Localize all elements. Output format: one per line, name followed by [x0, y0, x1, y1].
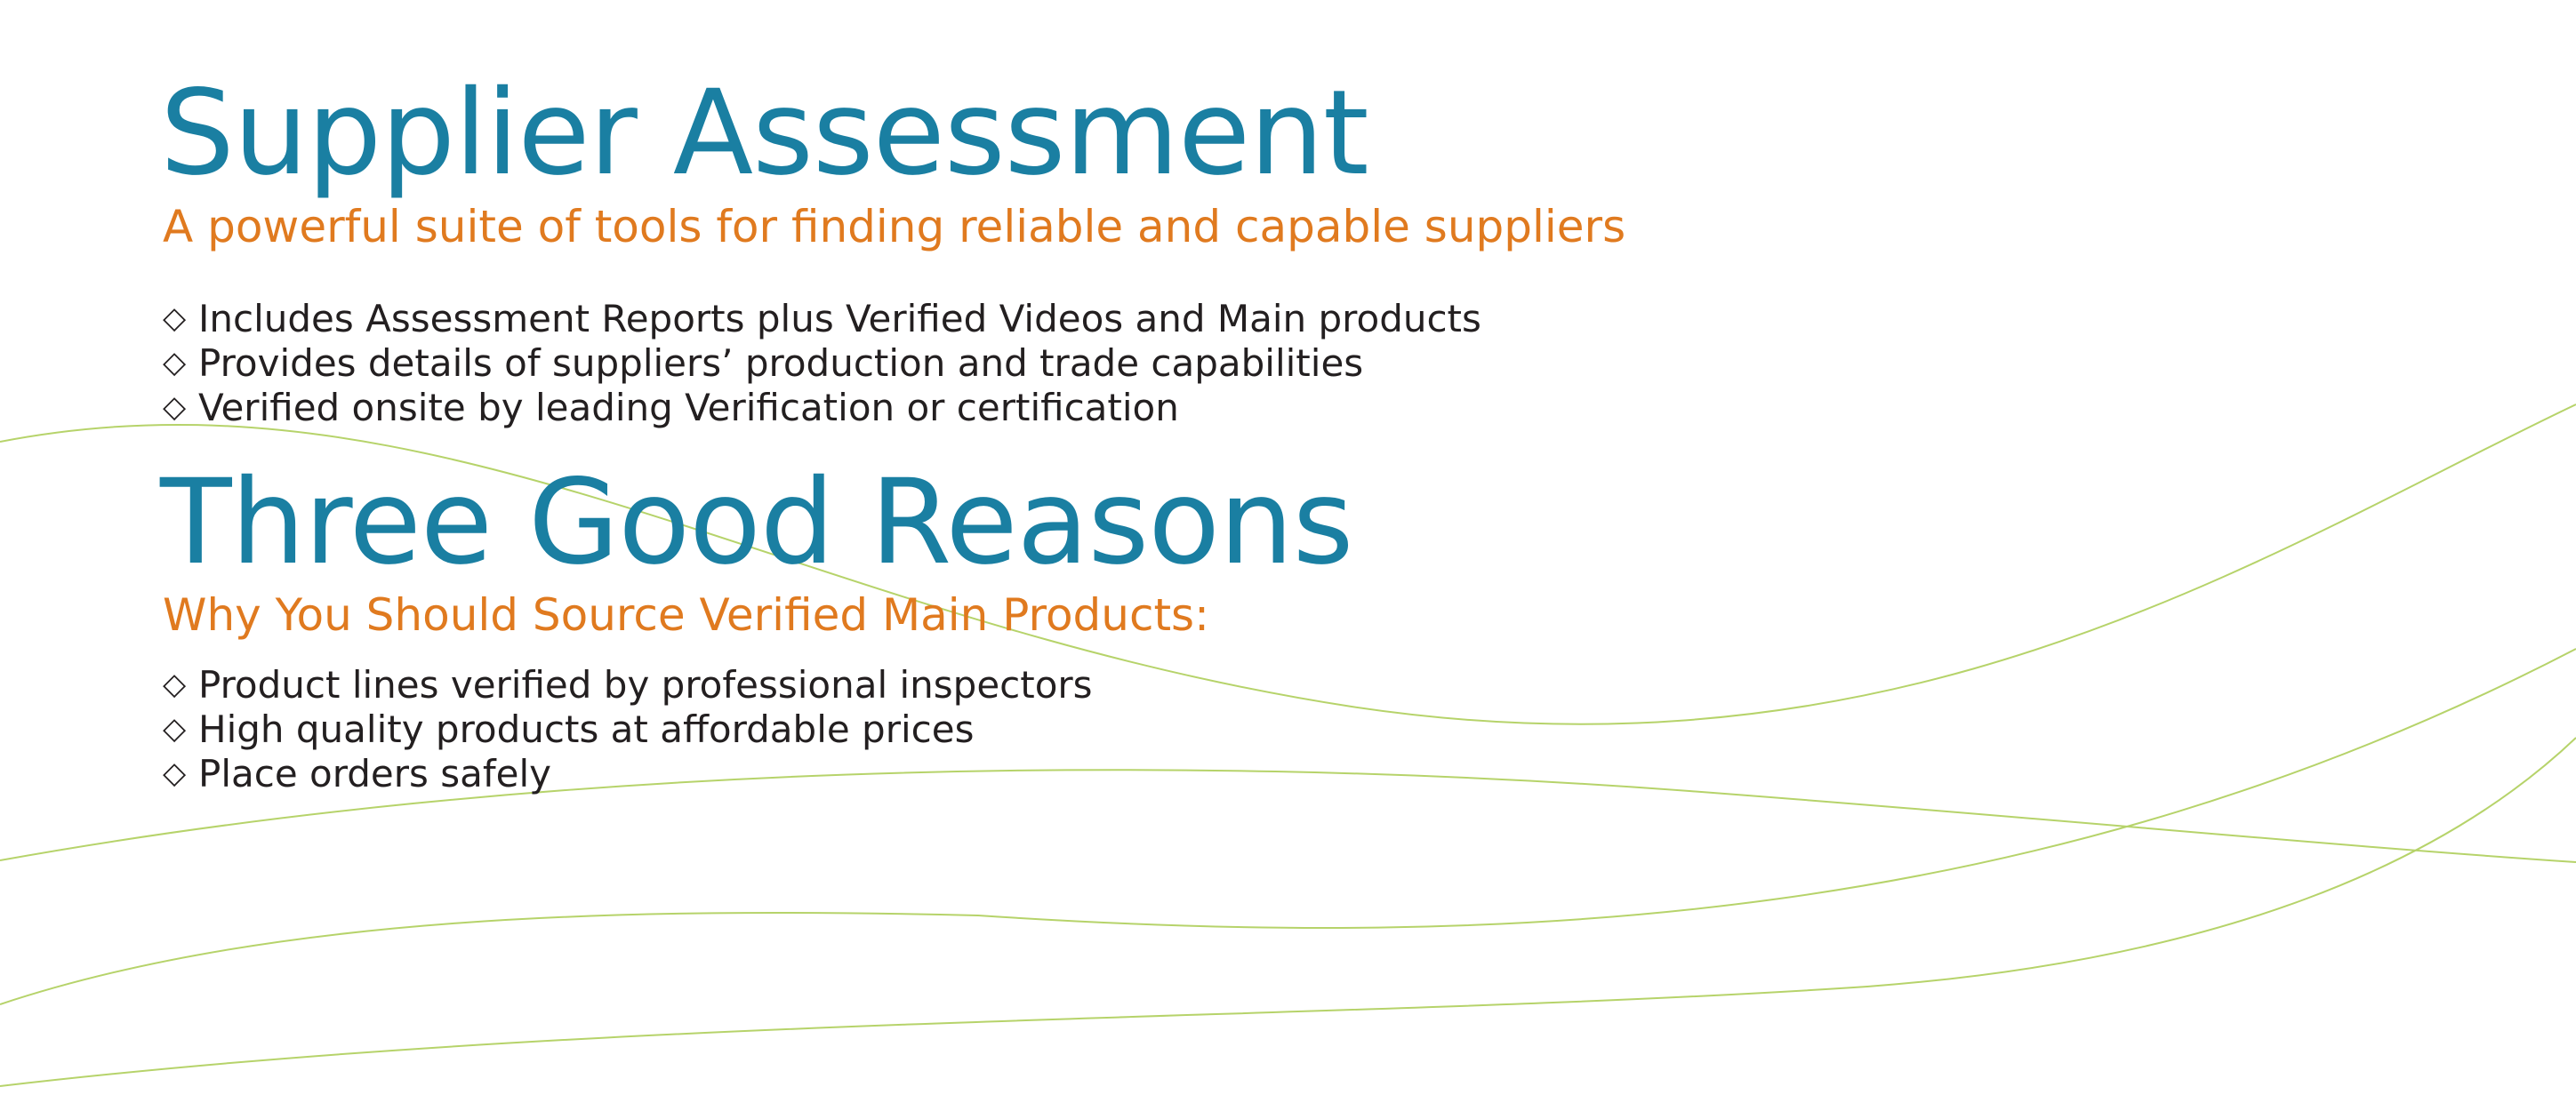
- list-item: ◇ Product lines verified by professional…: [163, 662, 1093, 707]
- section2-title: Three Good Reasons: [160, 454, 1353, 591]
- wave-line-2: [0, 769, 2576, 863]
- diamond-bullet-icon: ◇: [163, 300, 187, 336]
- section2-bullet-list: ◇ Product lines verified by professional…: [163, 662, 1093, 795]
- diamond-bullet-icon: ◇: [163, 345, 187, 380]
- section1-title: Supplier Assessment: [160, 65, 1369, 202]
- bullet-text: Includes Assessment Reports plus Verifie…: [198, 296, 1481, 340]
- bullet-text: Provides details of suppliers’ productio…: [198, 340, 1364, 385]
- wave-line-3: [0, 648, 2576, 1005]
- diamond-bullet-icon: ◇: [163, 711, 187, 747]
- bullet-text: High quality products at affordable pric…: [198, 707, 975, 751]
- diamond-bullet-icon: ◇: [163, 667, 187, 702]
- wave-line-1: [0, 404, 2576, 725]
- list-item: ◇ Verified onsite by leading Verificatio…: [163, 385, 1481, 429]
- list-item: ◇ Includes Assessment Reports plus Verif…: [163, 296, 1481, 340]
- section1-bullet-list: ◇ Includes Assessment Reports plus Verif…: [163, 296, 1481, 429]
- list-item: ◇ Place orders safely: [163, 751, 1093, 795]
- bullet-text: Verified onsite by leading Verification …: [198, 385, 1179, 429]
- section2-subtitle: Why You Should Source Verified Main Prod…: [163, 589, 1209, 641]
- list-item: ◇ High quality products at affordable pr…: [163, 707, 1093, 751]
- section1-subtitle: A powerful suite of tools for finding re…: [163, 201, 1626, 252]
- diamond-bullet-icon: ◇: [163, 755, 187, 791]
- bullet-text: Place orders safely: [198, 751, 552, 795]
- list-item: ◇ Provides details of suppliers’ product…: [163, 340, 1481, 385]
- diamond-bullet-icon: ◇: [163, 389, 187, 425]
- wave-line-4: [0, 737, 2576, 1087]
- bullet-text: Product lines verified by professional i…: [198, 662, 1093, 707]
